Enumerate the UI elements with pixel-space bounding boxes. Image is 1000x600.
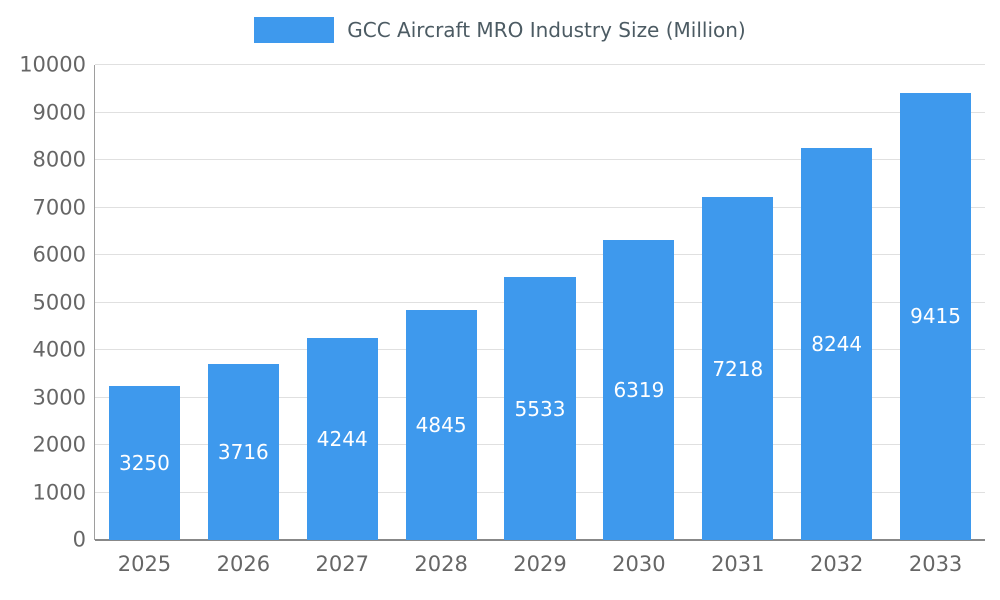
bar-series: 3250 3716 4244 4845 5533 6319 7218 8244 9415 [95,65,985,540]
bar-2027: 4244 [306,338,378,540]
legend-swatch [254,17,335,43]
legend: GCC Aircraft MRO Industry Size (Million) [0,15,1000,45]
x-axis-line [95,539,985,541]
x-tick-label: 2030 [612,552,666,576]
bar-band: 4845 [392,65,491,540]
bar-2033: 9415 [899,92,972,540]
bar-value-label: 3250 [118,450,170,475]
bar-2028: 4845 [405,309,477,540]
bar-2025: 3250 [108,385,181,540]
y-tick-label: 7000 [32,195,86,219]
x-tick-label: 2033 [908,552,963,576]
bar-value-label: 4845 [415,412,467,437]
x-tick-label: 2026 [216,552,271,576]
plot-area: 3250 3716 4244 4845 5533 6319 7218 8244 9415 [94,64,985,541]
y-tick-label: 9000 [32,100,86,124]
x-tick-label: 2027 [315,552,369,576]
gridline [95,111,985,113]
bar-band: 4244 [293,65,392,540]
bar-value-label: 3716 [217,439,269,464]
bar-band: 5533 [491,65,590,540]
bar-band: 3716 [194,65,293,540]
bar-2032: 8244 [801,148,873,540]
x-tick-label: 2032 [809,552,864,576]
chart-title: GCC Aircraft MRO Industry Size (Million) [347,18,746,42]
bar-band: 6319 [589,65,688,540]
y-tick-label: 3000 [32,385,86,409]
bar-value-label: 4244 [316,427,368,452]
bar-value-label: 6319 [613,377,665,402]
y-tick-label: 4000 [32,337,86,362]
x-tick-label: 2031 [711,552,765,576]
bar-band: 8244 [787,65,886,540]
bar-value-label: 7218 [712,356,764,381]
bar-2029: 5533 [504,277,576,540]
y-tick-label: 5000 [32,290,86,314]
bar-2031: 7218 [702,197,774,540]
bar-band: 9415 [886,65,985,540]
x-axis-labels: 2025 2026 2027 2028 2029 2030 2031 2032 2033 [95,552,985,576]
bar-value-label: 8244 [811,332,863,357]
bar-value-label: 9415 [910,304,962,329]
y-tick-label: 8000 [32,147,86,172]
bar-band: 7218 [688,65,787,540]
gridline [95,64,985,65]
gridline [95,159,985,160]
bar-value-label: 5533 [514,396,566,421]
x-tick-label: 2029 [513,552,567,576]
y-axis-line [94,65,95,540]
gridline [95,206,985,208]
y-tick-label: 2000 [32,432,86,457]
x-tick-label: 2028 [414,552,468,576]
y-tick-label: 10000 [19,52,86,77]
bar-band: 3250 [95,65,194,540]
bar-2026: 3716 [207,363,279,540]
bar-2030: 6319 [603,239,675,540]
y-tick-label: 1000 [32,480,86,504]
gridline [95,254,985,255]
y-tick-label: 0 [72,527,86,552]
y-tick-label: 6000 [32,242,86,267]
x-tick-label: 2025 [117,552,172,576]
